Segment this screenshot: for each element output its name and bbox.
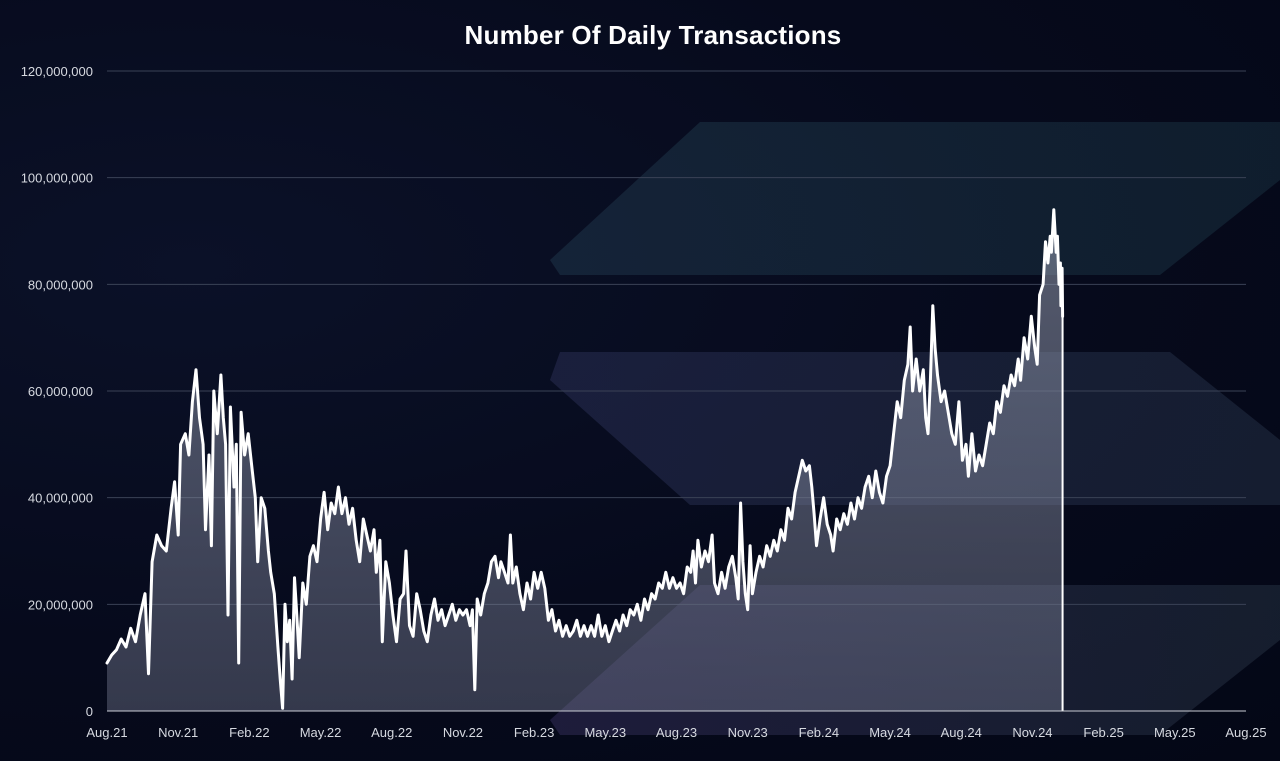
x-tick-label: Nov.22 xyxy=(443,725,483,740)
x-tick-label: Feb.24 xyxy=(799,725,839,740)
x-tick-label: Aug.25 xyxy=(1225,725,1266,740)
series-area xyxy=(107,209,1063,711)
x-tick-label: Aug.21 xyxy=(86,725,127,740)
x-tick-label: May.24 xyxy=(869,725,911,740)
series-line xyxy=(105,208,1065,710)
y-tick-label: 20,000,000 xyxy=(28,597,93,612)
x-tick-label: Feb.22 xyxy=(229,725,269,740)
y-tick-label: 120,000,000 xyxy=(21,64,93,79)
grid-lines xyxy=(107,70,1246,605)
x-tick-label: Aug.24 xyxy=(941,725,982,740)
chart-title: Number Of Daily Transactions xyxy=(464,20,842,50)
y-tick-label: 0 xyxy=(86,704,93,719)
x-tick-label: Nov.24 xyxy=(1012,725,1052,740)
x-tick-label: Feb.25 xyxy=(1083,725,1123,740)
x-axis-ticks: Aug.21 Nov.21 Feb.22 May.22 Aug.22 Nov.22 Feb.… xyxy=(86,725,1266,740)
y-tick-label: 40,000,000 xyxy=(28,491,93,506)
y-axis-ticks: 0 20,000,000 40,000,000 60,000,000 80,000,00… xyxy=(21,64,93,719)
decor-band-top xyxy=(550,122,1280,275)
x-tick-label: Nov.21 xyxy=(158,725,198,740)
y-tick-label: 100,000,000 xyxy=(21,171,93,186)
x-tick-label: Aug.23 xyxy=(656,725,697,740)
x-tick-label: Feb.23 xyxy=(514,725,554,740)
x-tick-label: Aug.22 xyxy=(371,725,412,740)
x-tick-label: Nov.23 xyxy=(728,725,768,740)
x-tick-label: May.23 xyxy=(584,725,626,740)
x-tick-label: May.22 xyxy=(300,725,342,740)
y-tick-label: 60,000,000 xyxy=(28,384,93,399)
y-tick-label: 80,000,000 xyxy=(28,277,93,292)
x-tick-label: May.25 xyxy=(1154,725,1196,740)
